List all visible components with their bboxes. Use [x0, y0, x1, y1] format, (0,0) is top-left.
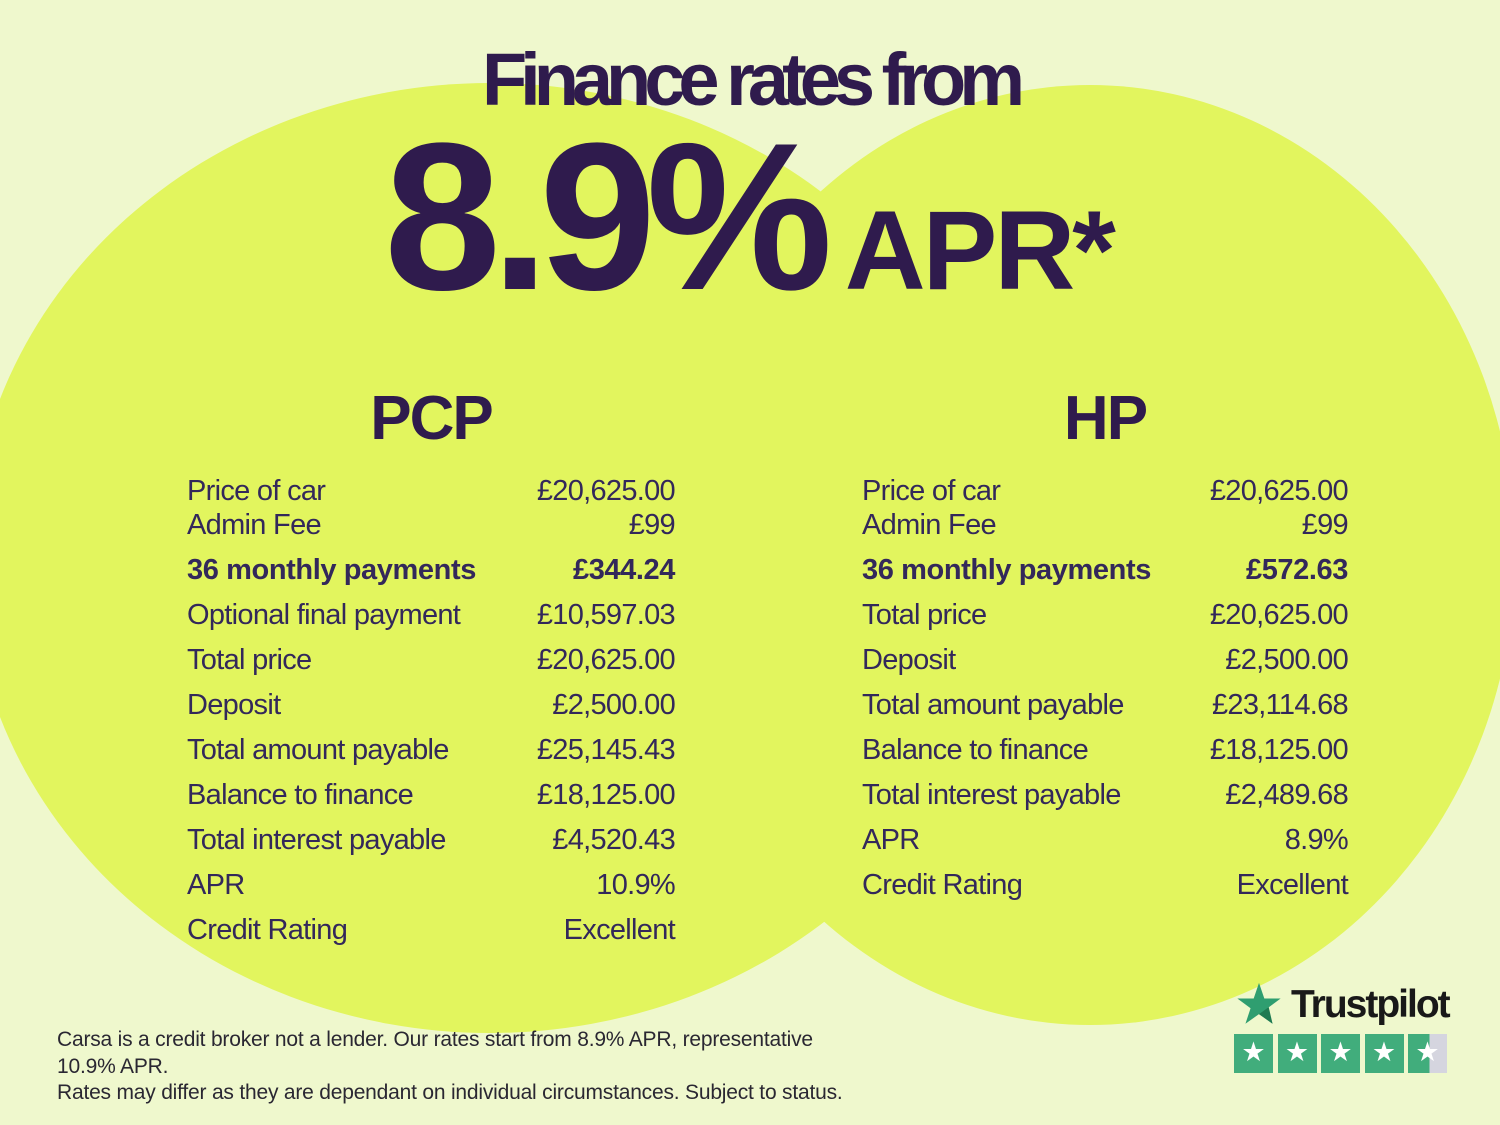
- disclaimer-line-2: Rates may differ as they are dependant o…: [57, 1081, 843, 1104]
- row-value: £2,500.00: [552, 688, 675, 721]
- row-label: Total interest payable: [862, 778, 1121, 811]
- row-value: £572.63: [1245, 553, 1348, 586]
- rating-star-box: ★: [1277, 1034, 1317, 1073]
- table-row: Credit Rating Excellent: [187, 908, 676, 953]
- row-value: £25,145.43: [536, 733, 676, 766]
- row-label: Price of car: [187, 474, 326, 507]
- trustpilot-star-icon: [1237, 982, 1281, 1024]
- row-label: Total price: [187, 643, 312, 676]
- hero-rate-block: 8.9% APR*: [0, 112, 1500, 322]
- star-icon: ★: [1241, 1037, 1266, 1068]
- row-value: Excellent: [563, 913, 676, 946]
- table-row: 36 monthly payments £572.63: [862, 548, 1348, 593]
- row-label: APR: [862, 823, 920, 856]
- table-row: Admin Fee £99: [862, 508, 1349, 542]
- table-row: Optional final payment £10,597.03: [187, 593, 676, 638]
- row-label: Admin Fee: [862, 508, 997, 541]
- trustpilot-brand-text: Trustpilot: [1291, 982, 1451, 1026]
- table-row: Total amount payable £25,145.43: [187, 728, 676, 773]
- row-value: £23,114.68: [1212, 688, 1349, 721]
- row-value: £2,500.00: [1225, 643, 1348, 676]
- row-label: Deposit: [187, 688, 281, 721]
- rating-star-box: ★: [1321, 1034, 1360, 1073]
- table-row: Price of car £20,625.00: [187, 474, 676, 508]
- rating-star-box: ★: [1234, 1034, 1273, 1073]
- trustpilot-logo: Trustpilot: [1237, 982, 1451, 1026]
- row-label: Deposit: [862, 643, 956, 676]
- row-value: 8.9%: [1284, 823, 1349, 856]
- row-value: £10,597.03: [536, 598, 676, 631]
- star-icon: ★: [1284, 1037, 1310, 1068]
- star-icon: ★: [1328, 1037, 1353, 1068]
- page-title: Finance rates from: [481, 38, 1025, 121]
- hp-heading: HP: [1063, 384, 1148, 453]
- table-row: Total interest payable £2,489.68: [862, 773, 1349, 818]
- table-row: Admin Fee £99: [187, 508, 676, 542]
- row-value: £4,520.43: [552, 823, 675, 856]
- row-label: Balance to finance: [862, 733, 1089, 766]
- table-row: Total price £20,625.00: [187, 638, 676, 683]
- star-icon: ★: [1371, 1037, 1397, 1068]
- table-row: Price of car £20,625.00: [862, 474, 1349, 508]
- row-label: Admin Fee: [187, 508, 322, 541]
- table-row: Deposit £2,500.00: [862, 638, 1349, 683]
- row-value: £99: [1301, 508, 1349, 541]
- hero-footnote-marker: *: [1072, 188, 1116, 313]
- table-row: Total price £20,625.00: [862, 593, 1349, 638]
- table-row: Credit Rating Excellent: [862, 863, 1349, 908]
- pcp-heading: PCP: [370, 384, 493, 453]
- row-value: £20,625.00: [536, 474, 676, 507]
- row-value: £18,125.00: [1209, 733, 1349, 766]
- table-row: Balance to finance £18,125.00: [187, 773, 676, 818]
- row-value: £20,625.00: [1209, 474, 1349, 507]
- table-row: Deposit £2,500.00: [187, 683, 676, 728]
- row-label: Total amount payable: [862, 688, 1124, 721]
- row-label: 36 monthly payments: [862, 553, 1151, 586]
- row-label: Total interest payable: [187, 823, 446, 856]
- row-label: APR: [187, 868, 245, 901]
- row-label: Balance to finance: [187, 778, 414, 811]
- rating-stars: ★ ★ ★ ★ ★: [1234, 1034, 1447, 1073]
- row-value: 10.9%: [596, 868, 675, 901]
- rating-star-box: ★: [1364, 1034, 1404, 1073]
- pcp-table: Price of car £20,625.00 Admin Fee £99 36 mon…: [187, 474, 676, 953]
- table-row: APR 8.9%: [862, 818, 1349, 863]
- hero-apr-label: APR: [844, 188, 1075, 313]
- hero-rate: 8.9%: [384, 99, 833, 334]
- disclaimer-line-1: Carsa is a credit broker not a lender. O…: [57, 1028, 813, 1078]
- table-row: APR 10.9%: [187, 863, 676, 908]
- row-value: £20,625.00: [1209, 598, 1349, 631]
- row-label: Total price: [862, 598, 987, 631]
- disclaimer: Carsa is a credit broker not a lender. O…: [57, 1027, 877, 1107]
- star-icon: ★: [1415, 1037, 1440, 1068]
- row-value: £344.24: [572, 553, 675, 586]
- row-label: Optional final payment: [187, 598, 461, 631]
- row-value: Excellent: [1236, 868, 1349, 901]
- row-value: £99: [628, 508, 676, 541]
- row-label: Credit Rating: [187, 913, 348, 946]
- table-row: Balance to finance £18,125.00: [862, 728, 1349, 773]
- hp-table: Price of car £20,625.00 Admin Fee £99 36 mon…: [862, 474, 1349, 908]
- rating-star-box: ★: [1408, 1034, 1447, 1073]
- row-value: £2,489.68: [1225, 778, 1348, 811]
- row-label: Price of car: [862, 474, 1001, 507]
- row-label: Total amount payable: [187, 733, 449, 766]
- row-label: 36 monthly payments: [187, 553, 476, 586]
- table-row: Total interest payable £4,520.43: [187, 818, 676, 863]
- background-blob-right: [665, 85, 1500, 1025]
- row-label: Credit Rating: [862, 868, 1023, 901]
- row-value: £20,625.00: [536, 643, 676, 676]
- table-row: 36 monthly payments £344.24: [187, 548, 675, 593]
- table-row: Total amount payable £23,114.68: [862, 683, 1349, 728]
- row-value: £18,125.00: [536, 778, 676, 811]
